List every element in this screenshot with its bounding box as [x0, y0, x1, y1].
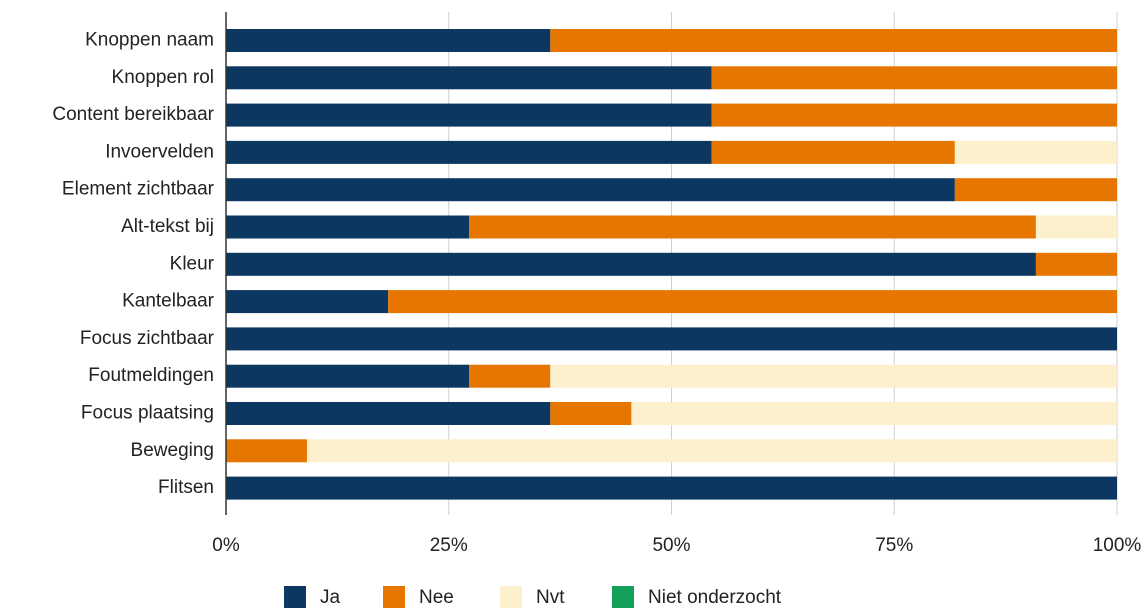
y-tick-label: Knoppen rol — [112, 67, 214, 88]
bar-segment — [469, 215, 1036, 239]
y-tick-label: Focus zichtbaar — [80, 328, 215, 349]
y-tick-label: Focus plaatsing — [81, 403, 214, 424]
bar-segment — [226, 402, 551, 425]
bar-segment — [226, 252, 1036, 276]
y-tick-label: Foutmeldingen — [88, 365, 214, 386]
y-tick-label: Invoervelden — [105, 141, 214, 162]
legend-label: Ja — [320, 587, 341, 608]
y-tick-label: Flitsen — [158, 477, 214, 498]
legend-swatch — [500, 586, 522, 608]
x-tick-label: 25% — [430, 535, 468, 556]
x-tick-label: 75% — [875, 535, 913, 556]
bar-segment — [550, 364, 1117, 388]
bar-segment — [1035, 252, 1117, 276]
y-tick-label: Element zichtbaar — [62, 179, 215, 200]
bar-segment — [226, 364, 470, 388]
bar-segment — [954, 140, 1117, 164]
bar-segment — [711, 140, 955, 164]
y-tick-label: Kleur — [170, 253, 215, 274]
y-tick-label: Kantelbaar — [122, 291, 215, 312]
bar-segment — [226, 140, 712, 164]
bar-segment — [469, 364, 551, 388]
bar-segment — [954, 178, 1117, 202]
bar-segment — [226, 103, 712, 127]
x-tick-label: 0% — [212, 535, 240, 556]
bar-segment — [711, 66, 1117, 90]
legend-label: Niet onderzocht — [648, 587, 782, 608]
x-tick-label: 100% — [1093, 535, 1142, 556]
legend-label: Nvt — [536, 587, 565, 608]
bar-segment — [226, 439, 308, 463]
bar-segment — [226, 476, 1117, 500]
bar-segment — [226, 29, 551, 52]
y-tick-label: Alt-tekst bij — [121, 216, 214, 237]
bar-segment — [226, 178, 955, 202]
bar-segment — [550, 402, 632, 425]
bar-segment — [550, 29, 1117, 52]
bar-segment — [388, 290, 1117, 314]
legend-swatch — [612, 586, 634, 608]
bar-segment — [226, 215, 470, 239]
bar-segment — [1035, 215, 1117, 239]
bar-segment — [307, 439, 1117, 463]
bar-segment — [631, 402, 1117, 425]
y-tick-label: Content bereikbaar — [52, 104, 214, 125]
legend-label: Nee — [419, 587, 454, 608]
legend-swatch — [383, 586, 405, 608]
bar-segment — [226, 66, 712, 90]
bar-segment — [226, 327, 1117, 351]
y-tick-label: Beweging — [131, 440, 214, 461]
bar-segment — [711, 103, 1117, 127]
legend-swatch — [284, 586, 306, 608]
x-tick-label: 50% — [652, 535, 690, 556]
y-tick-label: Knoppen naam — [85, 30, 214, 51]
bar-segment — [226, 290, 389, 314]
